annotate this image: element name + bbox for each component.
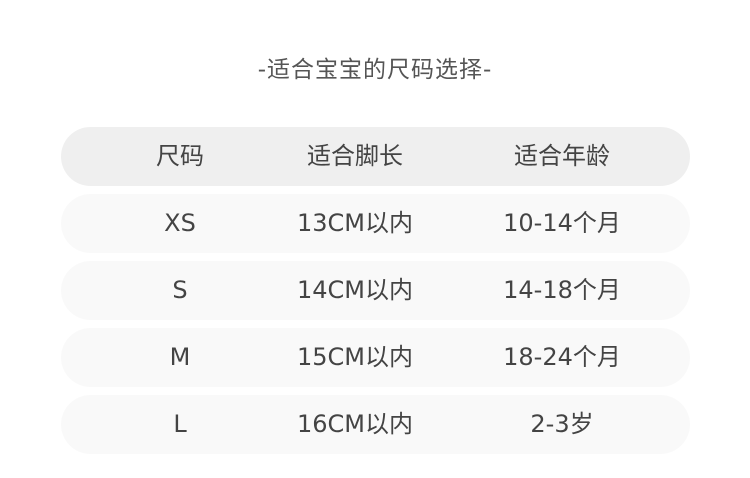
size-cell: S [172,276,188,304]
header-size: 尺码 [156,142,204,170]
table-header: 尺码 适合脚长 适合年龄 [61,127,690,186]
size-cell: L [173,410,187,438]
age-cell: 2-3岁 [530,410,594,438]
table-row: L 16CM以内 2-3岁 [61,395,690,454]
size-cell: XS [164,209,196,237]
table-row: XS 13CM以内 10-14个月 [61,194,690,253]
table-row: S 14CM以内 14-18个月 [61,261,690,320]
header-age: 适合年龄 [514,142,610,170]
foot-length-cell: 16CM以内 [296,410,413,438]
table-row: M 15CM以内 18-24个月 [61,328,690,387]
foot-length-cell: 13CM以内 [296,209,413,237]
foot-length-cell: 14CM以内 [296,276,413,304]
age-cell: 18-24个月 [503,343,621,371]
header-foot-length: 适合脚长 [307,142,403,170]
foot-length-cell: 15CM以内 [296,343,413,371]
size-cell: M [169,343,191,371]
age-cell: 14-18个月 [503,276,621,304]
chart-title: -适合宝宝的尺码选择- [257,57,493,83]
age-cell: 10-14个月 [503,209,621,237]
